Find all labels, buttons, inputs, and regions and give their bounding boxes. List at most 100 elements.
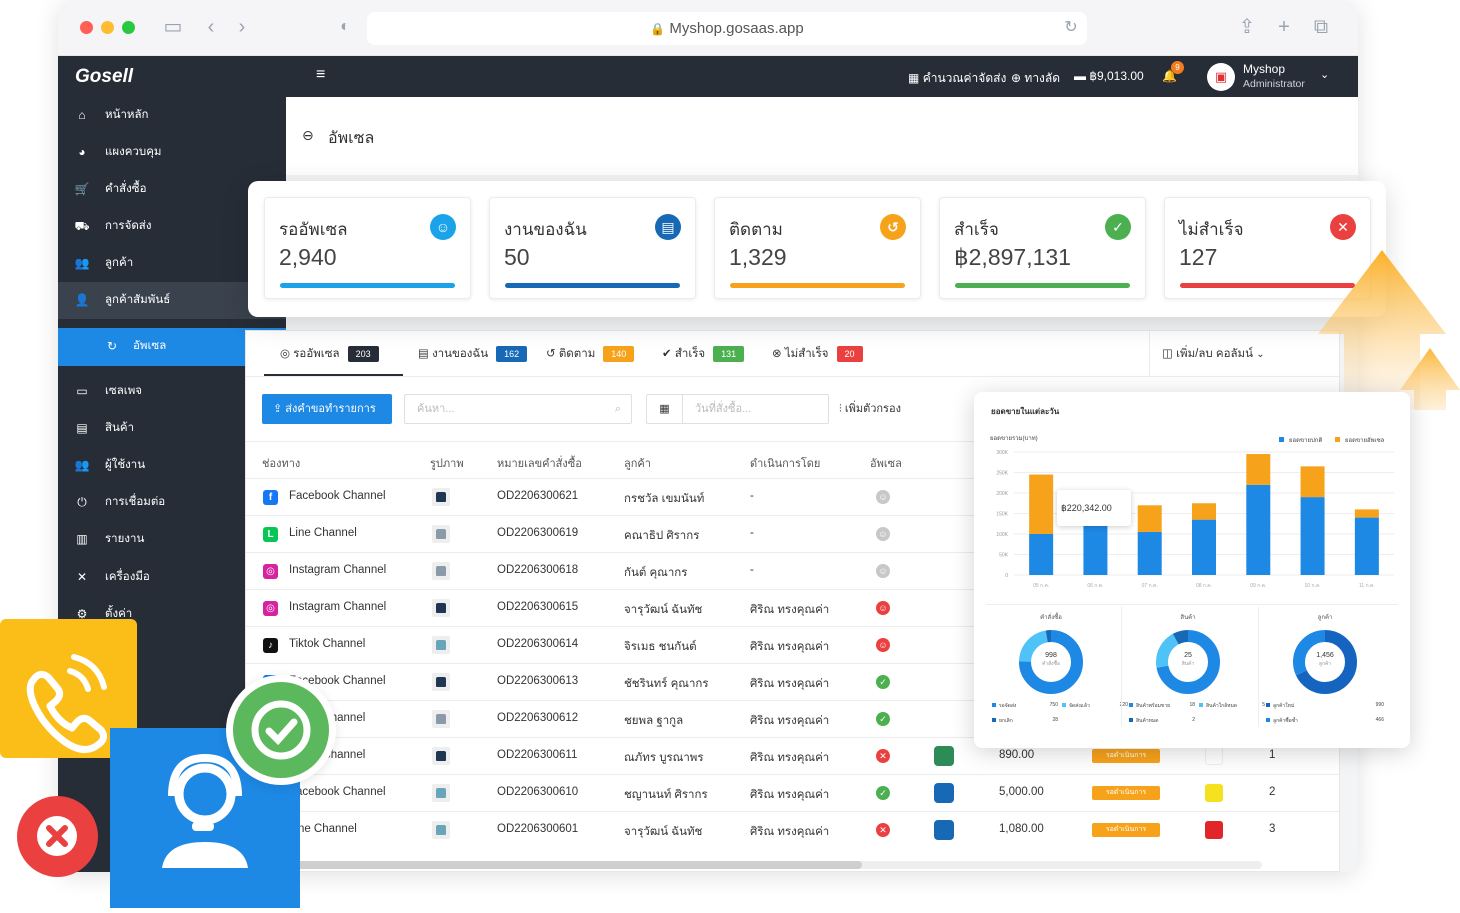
table-row[interactable]: ♪ Tiktok Channel OD2206300614 จิรเมธ ชนกันต… [246,626,1341,663]
order-number[interactable]: OD2206300611 [497,749,578,761]
column-header[interactable]: ช่องทาง [262,458,301,470]
headset-grey-icon[interactable]: ☺ [876,527,890,541]
forward-icon[interactable]: › [238,16,246,38]
table-row[interactable]: ◎ Instagram Channel OD2206300618 กันต์ คุณา… [246,552,1341,589]
back-arrow-icon[interactable]: ⊖ [302,127,314,143]
customer-name: กันต์ คุณากร [624,567,688,579]
maximize-dot[interactable] [122,21,135,34]
table-row[interactable]: L Line Channel OD2206300619 คณาธิป ศิรากร - ☺ [246,515,1341,552]
order-number[interactable]: OD2206300614 [497,638,579,650]
check-circle-icon[interactable]: ✓ [876,675,890,689]
x-circle-icon[interactable]: ✕ [876,823,890,837]
product-thumbnail[interactable] [432,599,450,617]
add-filter-button[interactable]: ⫶ เพิ่มตัวกรอง [839,394,901,424]
order-state-badge: รอดำเนินการ [1092,749,1160,763]
back-icon[interactable]: ‹ [207,16,215,38]
logo[interactable]: Gosell [75,66,134,87]
legend-swatch [1279,437,1284,442]
shirt-icon [436,825,446,835]
product-thumbnail[interactable] [432,821,450,839]
column-header[interactable]: อัพเซล [870,458,902,470]
product-thumbnail[interactable] [432,747,450,765]
stat-card[interactable]: งานของฉัน 50 ▤ [489,197,696,299]
sidebar-item-13[interactable]: ⚙ ตั้งค่า [58,596,286,633]
shirt-icon [436,492,446,502]
sidebar-item-0[interactable]: ⌂ หน้าหลัก [58,97,286,134]
scrollbar-thumb[interactable] [262,861,862,869]
sidebar-item-11[interactable]: ▥ รายงาน [58,521,286,558]
product-thumbnail[interactable] [432,636,450,654]
order-number[interactable]: OD2206300612 [497,712,579,724]
order-number[interactable]: OD2206300621 [497,490,579,502]
column-header[interactable]: ดำเนินการโดย [750,458,821,470]
sidebar-item-3[interactable]: ⛟ การจัดส่ง [58,208,286,245]
horizontal-scrollbar[interactable] [262,861,1262,869]
order-number[interactable]: OD2206300610 [497,786,579,798]
avatar[interactable]: ▣ [1207,63,1235,91]
balance[interactable]: ▬ ฿9,013.00 [1074,69,1144,83]
product-thumbnail[interactable] [432,673,450,691]
column-header[interactable]: รูปภาพ [430,458,464,470]
close-dot[interactable] [80,21,93,34]
product-thumbnail[interactable] [432,488,450,506]
order-number[interactable]: OD2206300613 [497,675,579,687]
headset-red-icon[interactable]: ☺ [876,638,890,652]
check-circle-icon[interactable]: ✓ [876,712,890,726]
headset-grey-icon[interactable]: ☺ [876,564,890,578]
chevron-down-icon[interactable]: ⌄ [1320,69,1330,81]
column-header[interactable]: หมายเลขคำสั่งซื้อ [497,458,582,470]
sidebar-item-2[interactable]: 🛒 คำสั่งซื้อ [58,171,286,208]
url-text: Myshop.gosaas.app [669,20,804,37]
reload-icon[interactable]: ↻ [1064,19,1078,36]
headset-red-icon[interactable]: ☺ [876,601,890,615]
date-input[interactable]: ▦ วันที่สั่งซื้อ... [646,394,829,424]
product-thumbnail[interactable] [432,562,450,580]
minimize-dot[interactable] [101,21,114,34]
tab-3[interactable]: ✔ สำเร็จ 131 [662,331,745,377]
columns-toggle[interactable]: ◫ เพิ่ม/ลบ คอลัมน์ ⌄ [1149,331,1341,377]
stat-card[interactable]: รออัพเซล 2,940 ☺ [264,197,471,299]
table-row[interactable]: ◎ Instagram Channel OD2206300615 จารุวัฒน์ … [246,589,1341,626]
sidebar-item-4[interactable]: 👥 ลูกค้า [58,245,286,282]
order-number[interactable]: OD2206300618 [497,564,579,576]
tab-4[interactable]: ⊗ ไม่สำเร็จ 20 [772,331,863,377]
new-tab-icon[interactable]: + [1278,16,1290,38]
order-number[interactable]: OD2206300601 [497,823,579,835]
tab-2[interactable]: ↺ ติดตาม 140 [546,331,635,377]
hamburger-icon[interactable]: ≡ [316,66,326,83]
sidebar-toggle-icon[interactable]: ▭ [163,16,183,38]
chevron-down-icon: ⌄ [1256,349,1265,360]
order-number[interactable]: OD2206300615 [497,601,579,613]
export-button[interactable]: ⇪ ส่งคำขอทำรายการ [262,394,392,424]
sidebar-item-7[interactable]: ▭ เซลเพจ [58,373,286,410]
x-circle-icon[interactable]: ✕ [876,749,890,763]
sidebar-item-10[interactable]: ⏻ การเชื่อมต่อ [58,484,286,521]
stat-card[interactable]: ติดตาม 1,329 ↺ [714,197,921,299]
shipping-calc-link[interactable]: ▦ คำนวณค่าจัดส่ง [908,69,1006,88]
check-circle-icon[interactable]: ✓ [876,786,890,800]
tabs-overview-icon[interactable]: ⧉ [1313,16,1329,38]
search-input[interactable]: ค้นหา... ⌕ [404,394,632,424]
x-tick-label: 06 ก.ค. [1087,583,1103,589]
sidebar-item-1[interactable]: ◕ แผงควบคุม [58,134,286,171]
shortcut-link[interactable]: ⊕ ทางลัด [1011,69,1060,88]
stat-card[interactable]: สำเร็จ ฿2,897,131 ✓ [939,197,1146,299]
order-number[interactable]: OD2206300619 [497,527,579,539]
tab-0[interactable]: ◎ รออัพเซล 203 [280,331,379,377]
customer-name: จารุวัฒน์ ฉันทัช [624,604,703,616]
stat-card[interactable]: ไม่สำเร็จ 127 ✕ [1164,197,1371,299]
headset-grey-icon[interactable]: ☺ [876,490,890,504]
product-thumbnail[interactable] [432,710,450,728]
tab-1[interactable]: ▤ งานของฉัน 162 [418,331,528,377]
share-icon[interactable]: ⇪ [1238,16,1256,38]
product-thumbnail[interactable] [432,784,450,802]
column-header[interactable]: ลูกค้า [624,458,651,470]
url-bar[interactable]: 🔒 Myshop.gosaas.app [367,12,1087,45]
product-thumbnail[interactable] [432,525,450,543]
table-row[interactable]: f Facebook Channel OD2206300621 กรชวัล เขมน… [246,478,1341,515]
sidebar-item-12[interactable]: ✕ เครื่องมือ [58,559,286,596]
